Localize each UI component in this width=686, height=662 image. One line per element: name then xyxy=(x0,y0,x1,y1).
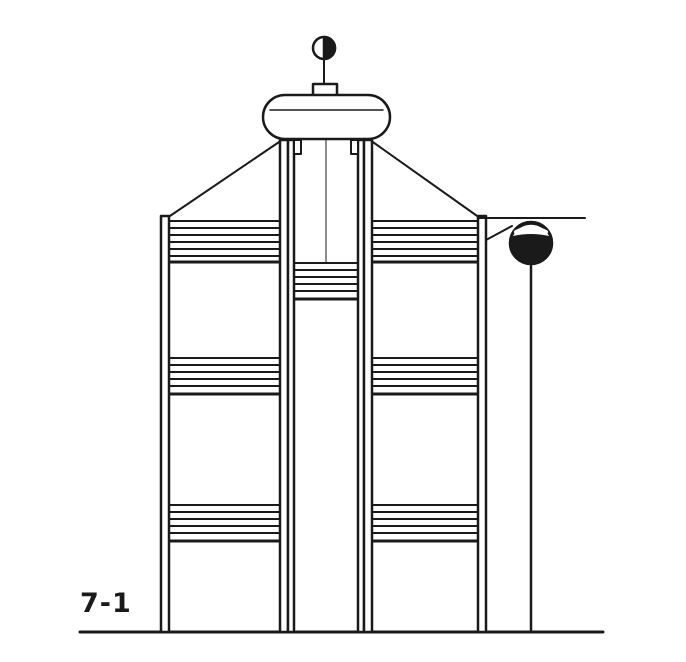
louvre-panels xyxy=(168,220,480,543)
left-panel-middle xyxy=(168,357,281,396)
left-panel-top xyxy=(168,220,281,264)
columns xyxy=(159,138,488,634)
left-outer-column xyxy=(159,214,171,634)
side-sphere-assembly xyxy=(477,217,586,634)
right-inner-column-b xyxy=(362,138,374,634)
guy-wires xyxy=(166,139,481,219)
center-panel xyxy=(292,262,360,301)
right-panel-top xyxy=(370,220,480,264)
figure-label: 7-1 xyxy=(80,588,132,619)
left-panel-bottom xyxy=(168,504,281,543)
right-panel-bottom xyxy=(370,504,480,543)
cap-brackets xyxy=(293,139,359,155)
left-inner-column-b xyxy=(286,138,296,634)
top-antenna xyxy=(311,35,339,98)
right-outer-column xyxy=(476,214,488,634)
top-cap xyxy=(261,93,392,141)
right-panel-middle xyxy=(370,357,480,396)
